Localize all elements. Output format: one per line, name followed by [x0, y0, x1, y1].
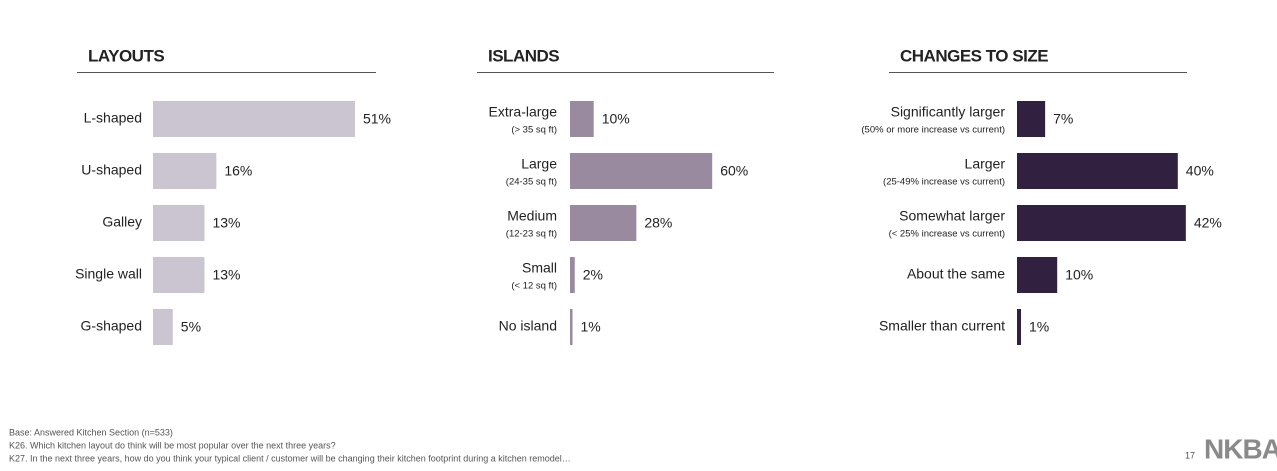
bar	[1017, 153, 1178, 189]
bar	[153, 101, 355, 137]
footnote: K26. Which kitchen layout do think will …	[9, 440, 336, 450]
bar	[570, 153, 713, 189]
category-note: (24-35 sq ft)	[506, 177, 557, 188]
value-label: 28%	[644, 215, 672, 231]
bar	[1017, 205, 1186, 241]
value-label: 16%	[224, 163, 252, 179]
category-label: About the same	[907, 266, 1005, 282]
category-label: Smaller than current	[879, 318, 1005, 334]
value-label: 51%	[363, 111, 391, 127]
category-label: Somewhat larger	[899, 208, 1005, 224]
bar	[570, 205, 637, 241]
footnote: Base: Answered Kitchen Section (n=533)	[9, 427, 173, 437]
value-label: 60%	[720, 163, 748, 179]
category-label: G-shaped	[81, 318, 142, 334]
category-label: No island	[499, 318, 557, 334]
category-note: (< 12 sq ft)	[511, 281, 557, 292]
value-label: 40%	[1186, 163, 1214, 179]
category-label: Galley	[102, 214, 142, 230]
category-label: Larger	[965, 156, 1006, 172]
bar	[153, 205, 205, 241]
bar	[1017, 101, 1046, 137]
category-label: Extra-large	[489, 104, 558, 120]
value-label: 1%	[581, 319, 601, 335]
category-label: L-shaped	[84, 110, 142, 126]
category-label: Single wall	[75, 266, 142, 282]
category-note: (12-23 sq ft)	[506, 229, 557, 240]
logo: NKBA	[1204, 433, 1277, 464]
page-number: 17	[1185, 450, 1195, 460]
chart-title: ISLANDS	[488, 46, 559, 65]
value-label: 10%	[1065, 267, 1093, 283]
bar	[153, 153, 217, 189]
category-label: Large	[521, 156, 557, 172]
category-label: Small	[522, 260, 557, 276]
bar	[1017, 257, 1058, 293]
category-label: Medium	[507, 208, 557, 224]
chart-title: LAYOUTS	[88, 46, 164, 65]
category-label: Significantly larger	[891, 104, 1006, 120]
bar	[1017, 309, 1022, 345]
value-label: 2%	[583, 267, 603, 283]
value-label: 13%	[212, 215, 240, 231]
bar	[570, 257, 575, 293]
bar	[153, 309, 173, 345]
bar	[153, 257, 205, 293]
category-note: (< 25% increase vs current)	[889, 229, 1005, 240]
value-label: 1%	[1029, 319, 1049, 335]
value-label: 7%	[1053, 111, 1073, 127]
bar	[570, 309, 573, 345]
value-label: 42%	[1194, 215, 1222, 231]
value-label: 13%	[212, 267, 240, 283]
footnote: K27. In the next three years, how do you…	[9, 453, 571, 463]
category-note: (> 35 sq ft)	[511, 125, 557, 136]
category-label: U-shaped	[81, 162, 142, 178]
value-label: 5%	[181, 319, 201, 335]
category-note: (50% or more increase vs current)	[861, 125, 1005, 136]
bar	[570, 101, 594, 137]
category-note: (25-49% increase vs current)	[883, 177, 1005, 188]
chart-title: CHANGES TO SIZE	[900, 46, 1048, 65]
value-label: 10%	[602, 111, 630, 127]
